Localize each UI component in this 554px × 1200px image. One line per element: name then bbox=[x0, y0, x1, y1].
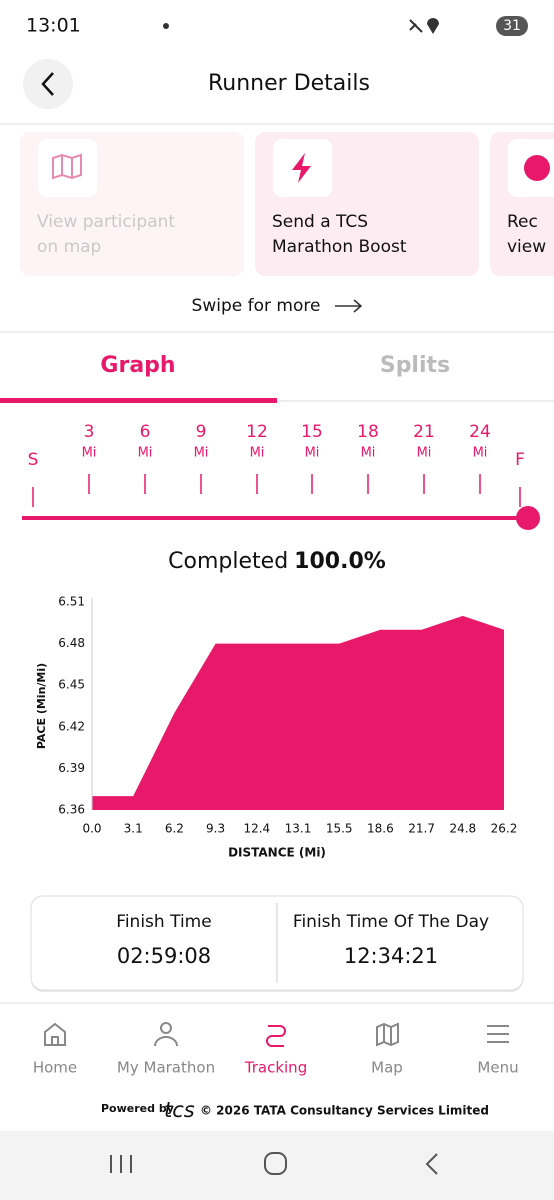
progress-mark: 24 bbox=[469, 422, 491, 442]
card-text: view bbox=[507, 237, 546, 257]
progress-start: S bbox=[28, 450, 39, 470]
boost-icon bbox=[292, 153, 311, 183]
tcs-logo: tcs bbox=[164, 1098, 195, 1122]
x-tick-label: 3.1 bbox=[124, 822, 143, 836]
progress-unit: Mi bbox=[305, 446, 320, 461]
nav-icon bbox=[154, 1022, 178, 1047]
progress-end: F bbox=[515, 450, 525, 470]
tab-indicator bbox=[0, 398, 277, 403]
y-tick-label: 6.42 bbox=[58, 719, 85, 733]
pace-area bbox=[92, 615, 504, 810]
system-nav bbox=[0, 1131, 554, 1200]
nav-icon bbox=[487, 1025, 509, 1043]
x-tick-label: 0.0 bbox=[82, 822, 101, 836]
progress-mark: 9 bbox=[196, 422, 207, 442]
completed-text: Completed 100.0% bbox=[168, 549, 386, 574]
tab[interactable]: Graph bbox=[100, 353, 175, 378]
home-button[interactable] bbox=[264, 1152, 287, 1175]
card-text: Rec bbox=[507, 212, 538, 232]
status-dot bbox=[163, 23, 169, 29]
finish-value: 12:34:21 bbox=[344, 944, 438, 968]
x-tick-label: 21.7 bbox=[408, 822, 435, 836]
progress-mark: 3 bbox=[84, 422, 95, 442]
progress-unit: Mi bbox=[250, 446, 265, 461]
nav-item[interactable]: Map bbox=[371, 1059, 403, 1077]
nav-icon bbox=[376, 1022, 399, 1047]
system-back-button[interactable] bbox=[425, 1153, 438, 1175]
nav-item[interactable]: My Marathon bbox=[117, 1059, 215, 1077]
completed-label: Completed bbox=[168, 549, 288, 574]
x-tick-label: 15.5 bbox=[326, 822, 353, 836]
back-icon bbox=[41, 72, 54, 96]
card-icon-box bbox=[38, 139, 97, 197]
page-title: Runner Details bbox=[208, 71, 370, 96]
swipe-hint: Swipe for more bbox=[192, 296, 321, 316]
mute-icon bbox=[409, 19, 423, 33]
card-text: Send a TCS bbox=[272, 212, 368, 232]
map-icon bbox=[52, 153, 82, 180]
powered-by: Powered by bbox=[101, 1102, 174, 1115]
progress-unit: Mi bbox=[138, 446, 153, 461]
progress-mark: 18 bbox=[357, 422, 379, 442]
battery bbox=[496, 16, 528, 36]
progress-mark: 6 bbox=[140, 422, 151, 442]
copyright: © 2026 TATA Consultancy Services Limited bbox=[200, 1104, 489, 1118]
card-text: View participant bbox=[37, 212, 175, 232]
x-tick-label: 9.3 bbox=[206, 822, 225, 836]
nav-item[interactable]: Menu bbox=[477, 1059, 518, 1077]
finish-label: Finish Time Of The Day bbox=[293, 912, 489, 932]
progress-knob bbox=[516, 506, 540, 530]
x-tick-label: 13.1 bbox=[285, 822, 312, 836]
y-axis-label: PACE (Min/Mi) bbox=[35, 663, 48, 749]
nav-icon bbox=[44, 1022, 66, 1046]
progress-unit: Mi bbox=[417, 446, 432, 461]
x-tick-label: 12.4 bbox=[243, 822, 270, 836]
progress-unit: Mi bbox=[361, 446, 376, 461]
x-tick-label: 26.2 bbox=[491, 822, 518, 836]
y-tick-label: 6.48 bbox=[58, 636, 85, 650]
progress-mark: 21 bbox=[413, 422, 435, 442]
finish-value: 02:59:08 bbox=[117, 944, 211, 968]
x-axis-label: DISTANCE (Mi) bbox=[228, 846, 326, 860]
nav-icon bbox=[266, 1025, 286, 1047]
y-tick-label: 6.39 bbox=[58, 761, 85, 775]
status-time: 13:01 bbox=[26, 15, 81, 37]
progress-unit: Mi bbox=[473, 446, 488, 461]
x-tick-label: 24.8 bbox=[449, 822, 476, 836]
card-text: on map bbox=[37, 237, 101, 257]
x-tick-label: 18.6 bbox=[367, 822, 394, 836]
battery-level: 31 bbox=[503, 18, 521, 34]
completed-value: 100.0% bbox=[294, 549, 386, 574]
card-icon bbox=[524, 155, 550, 181]
nav-item[interactable]: Home bbox=[33, 1059, 77, 1077]
progress-unit: Mi bbox=[194, 446, 209, 461]
y-tick-label: 6.36 bbox=[58, 803, 85, 817]
progress-mark: 15 bbox=[301, 422, 323, 442]
location-icon bbox=[427, 18, 439, 34]
y-tick-label: 6.45 bbox=[58, 678, 85, 692]
recents-button[interactable] bbox=[110, 1155, 132, 1173]
finish-label: Finish Time bbox=[116, 912, 211, 932]
progress-mark: 12 bbox=[246, 422, 268, 442]
card-text: Marathon Boost bbox=[272, 237, 407, 257]
y-tick-label: 6.51 bbox=[58, 595, 85, 609]
x-tick-label: 6.2 bbox=[165, 822, 184, 836]
progress-unit: Mi bbox=[82, 446, 97, 461]
back-button[interactable] bbox=[23, 59, 73, 109]
swipe-arrow bbox=[335, 299, 363, 313]
tab[interactable]: Splits bbox=[380, 353, 450, 378]
nav-item[interactable]: Tracking bbox=[244, 1059, 307, 1077]
